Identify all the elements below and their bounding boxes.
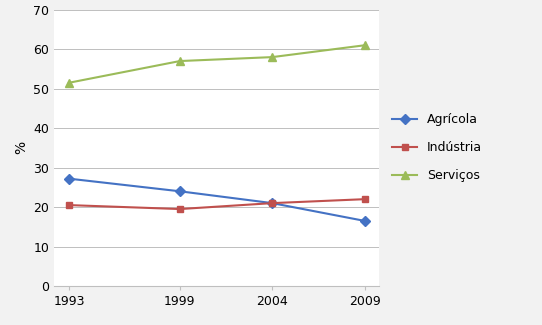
Serviços: [177, 59, 183, 63]
Serviços: [269, 55, 275, 59]
Indústria: [269, 201, 275, 205]
Agrícola: [177, 189, 183, 193]
Serviços: [362, 43, 368, 47]
Indústria: [362, 197, 368, 201]
Serviços: [66, 81, 72, 85]
Agrícola: [269, 201, 275, 205]
Agrícola: [66, 177, 72, 181]
Legend: Agrícola, Indústria, Serviços: Agrícola, Indústria, Serviços: [392, 113, 482, 182]
Indústria: [66, 203, 72, 207]
Indústria: [177, 207, 183, 211]
Line: Serviços: Serviços: [65, 41, 369, 87]
Agrícola: [362, 219, 368, 223]
Y-axis label: %: %: [14, 141, 28, 154]
Line: Agrícola: Agrícola: [66, 175, 368, 224]
Line: Indústria: Indústria: [66, 196, 368, 213]
